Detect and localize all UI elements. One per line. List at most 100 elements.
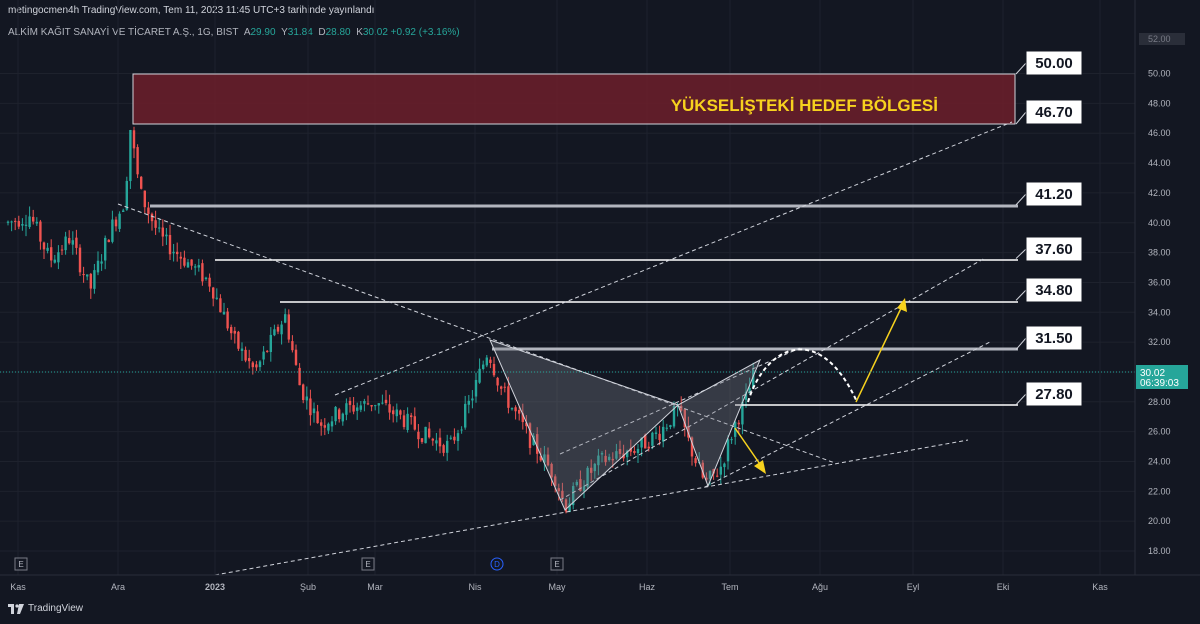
- candle-body: [57, 252, 60, 263]
- candle-body: [150, 213, 154, 222]
- ohlc-high: Y31.84: [281, 27, 313, 38]
- candle-body: [190, 259, 193, 266]
- candle-body: [752, 369, 755, 389]
- candle-body: [28, 216, 31, 227]
- change-value: +0.92 (+3.16%): [390, 27, 460, 38]
- drawings: YÜKSELİŞTEKİ HEDEF BÖLGESİ: [0, 73, 1135, 576]
- candle-body: [590, 467, 593, 473]
- event-marker-label: E: [365, 560, 370, 569]
- candle-body: [168, 234, 172, 255]
- candle-body: [345, 403, 348, 415]
- candle-body: [258, 361, 262, 368]
- top-tick-label: 52.00: [1148, 34, 1171, 44]
- candle-body: [453, 436, 456, 441]
- candle-body: [525, 422, 528, 427]
- top-tick-box: [1139, 33, 1185, 45]
- level-labels: 50.00 46.70 41.20 37.60 34.80 31.50 27.80: [1015, 50, 1083, 407]
- candle-body: [474, 379, 478, 397]
- candle-body: [503, 386, 506, 388]
- candle-body: [428, 428, 431, 438]
- level-box: [1025, 325, 1083, 351]
- candle-body: [359, 405, 362, 410]
- candle-body: [485, 357, 488, 366]
- candle-body: [730, 439, 733, 441]
- x-tick-label: Ara: [111, 582, 125, 592]
- candle-body: [154, 220, 157, 228]
- candle-body: [528, 423, 532, 448]
- candle-body: [626, 450, 629, 458]
- candle-body: [471, 398, 474, 401]
- level-connector: [1015, 62, 1027, 75]
- candle-body: [165, 234, 168, 237]
- level-label: 46.70: [1035, 104, 1073, 121]
- candle-body: [662, 426, 665, 442]
- candle-body: [456, 433, 460, 442]
- candle-body: [125, 180, 128, 210]
- candle-body: [651, 432, 654, 446]
- x-tick-label: Ağu: [812, 582, 828, 592]
- downtrend-line: [117, 203, 836, 464]
- candle-body: [561, 490, 564, 499]
- x-tick-label: Haz: [639, 582, 656, 592]
- candle-body: [683, 409, 686, 428]
- candle-body: [226, 311, 229, 329]
- candle-body: [615, 451, 618, 459]
- candle-body: [539, 456, 542, 461]
- candle-body: [348, 400, 352, 405]
- candle-body: [186, 262, 190, 268]
- candle-body: [100, 261, 103, 264]
- candle-body: [507, 386, 510, 408]
- candle-body: [32, 216, 35, 222]
- candle-body: [377, 403, 380, 406]
- candle-body: [158, 227, 161, 229]
- candle-body: [14, 220, 17, 222]
- tradingview-logo-icon: [8, 603, 24, 614]
- channel-upper-line: [334, 121, 1013, 396]
- candle-body: [53, 259, 56, 263]
- candle-body: [680, 405, 683, 411]
- level-connector: [1015, 248, 1027, 259]
- y-tick-label: 50.00: [1148, 69, 1171, 79]
- candle-body: [381, 402, 384, 404]
- candle-body: [532, 435, 535, 446]
- candle-body: [701, 462, 704, 478]
- level-box: [1025, 181, 1083, 207]
- candle-body: [176, 251, 179, 255]
- arrow-up: [855, 301, 905, 403]
- candle-body: [586, 467, 589, 487]
- candle-body: [460, 429, 463, 431]
- candle-body: [21, 224, 24, 226]
- pattern-triangle-left: [489, 339, 679, 511]
- candle-body: [132, 130, 136, 149]
- x-tick-label: May: [548, 582, 566, 592]
- candle-body: [136, 147, 139, 175]
- candle-body: [219, 298, 222, 313]
- footer-brand[interactable]: TradingView: [8, 603, 83, 614]
- y-tick-label: 44.00: [1148, 158, 1171, 168]
- candle-body: [356, 407, 359, 411]
- candle-body: [294, 349, 298, 365]
- candle-body: [604, 455, 607, 463]
- projected-arc: [747, 348, 858, 403]
- candle-body: [370, 404, 373, 407]
- candle-body: [42, 242, 46, 250]
- candle-body: [374, 405, 377, 407]
- candle-body: [496, 377, 499, 386]
- candle-body: [395, 409, 398, 417]
- candle-body: [230, 327, 233, 334]
- candle-body: [741, 401, 744, 425]
- candle-body: [6, 221, 10, 223]
- candle-body: [546, 454, 550, 466]
- candle-body: [640, 437, 643, 448]
- candle-body: [726, 439, 730, 462]
- y-tick-label: 28.00: [1148, 397, 1171, 407]
- level-connector: [1015, 393, 1027, 406]
- candle-body: [575, 481, 578, 486]
- candle-body: [672, 405, 676, 427]
- candle-body: [665, 427, 668, 429]
- candle-body: [633, 450, 636, 454]
- candle-body: [244, 349, 247, 361]
- candle-body: [744, 391, 748, 400]
